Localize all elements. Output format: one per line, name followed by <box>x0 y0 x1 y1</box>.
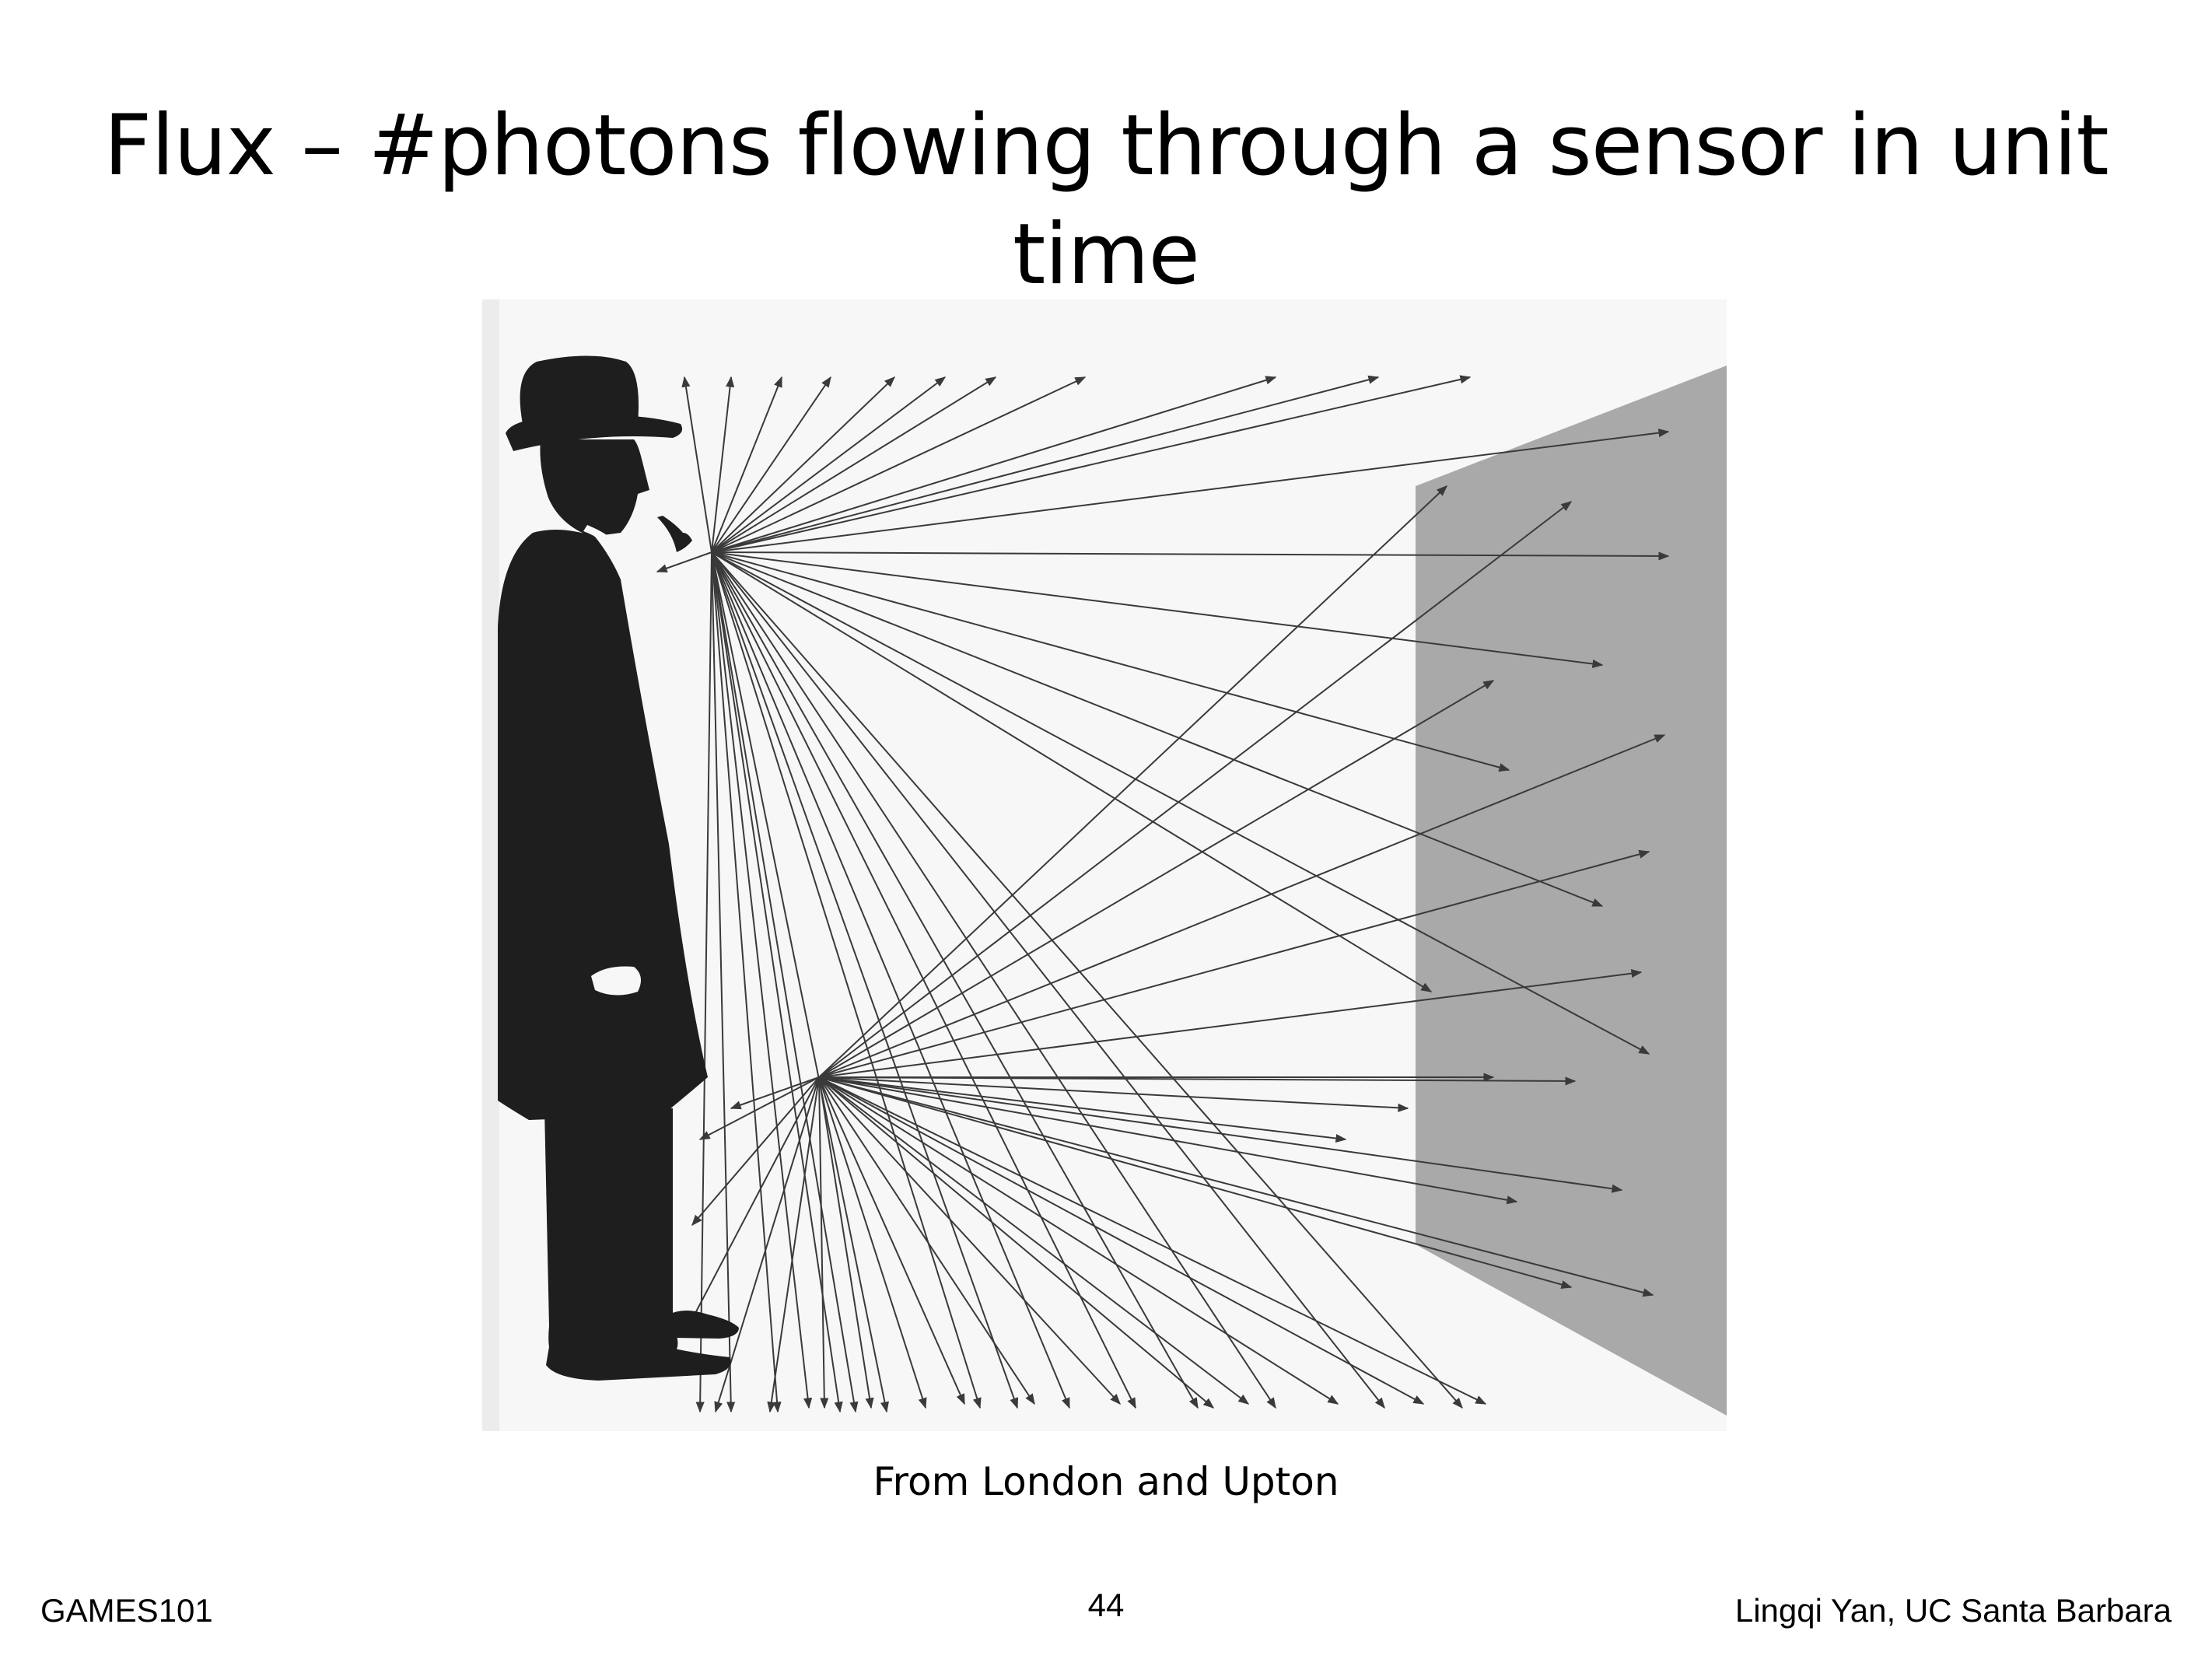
photon-flux-illustration <box>482 299 1727 1431</box>
light-ray <box>711 376 831 553</box>
light-ray <box>818 969 1643 1078</box>
light-ray <box>711 551 843 1413</box>
light-ray <box>711 551 1019 1409</box>
footer-page-number: 44 <box>1087 1587 1125 1623</box>
hat-crown <box>520 355 639 424</box>
light-ray <box>818 1076 1487 1405</box>
footer-course: GAMES101 <box>40 1592 213 1629</box>
light-ray <box>711 551 859 1413</box>
hand-highlight <box>591 966 641 996</box>
light-ray <box>818 1076 1409 1112</box>
light-ray <box>711 551 1604 668</box>
photo-left-strip <box>482 299 499 1431</box>
light-rays <box>656 375 1670 1413</box>
slide-title: Flux – #photons flowing through a sensor… <box>103 97 2109 303</box>
light-ray <box>711 551 1604 907</box>
pipe <box>657 516 692 552</box>
light-ray <box>711 551 782 1413</box>
light-ray <box>711 376 782 553</box>
light-ray <box>711 551 889 1413</box>
light-ray <box>711 551 1070 1409</box>
light-ray <box>711 375 1380 553</box>
light-ray <box>818 1076 965 1405</box>
light-ray <box>711 551 1385 1409</box>
man-silhouette <box>498 355 739 1381</box>
light-ray <box>711 376 735 553</box>
light-ray <box>711 551 1276 1409</box>
light-ray <box>818 1076 1654 1297</box>
light-ray <box>818 1076 829 1409</box>
light-ray <box>818 1076 927 1409</box>
coat <box>498 530 708 1120</box>
light-ray <box>698 1076 820 1140</box>
light-ray <box>818 1076 1623 1193</box>
light-ray <box>711 376 1087 553</box>
head <box>540 439 649 537</box>
collar-detail <box>583 525 618 550</box>
figure-caption: From London and Upton <box>873 1459 1339 1504</box>
light-ray <box>711 551 1463 1409</box>
light-ray <box>818 734 1666 1078</box>
light-ray <box>730 1076 820 1110</box>
light-ray <box>818 1076 1347 1143</box>
light-ray <box>818 849 1650 1078</box>
light-ray <box>711 376 1277 553</box>
light-ray <box>711 429 1670 553</box>
light-ray <box>711 551 1670 561</box>
light-ray <box>818 1076 1518 1205</box>
light-ray <box>818 1076 1573 1290</box>
light-ray <box>691 1076 820 1227</box>
light-ray <box>681 376 712 553</box>
light-ray <box>818 1076 1250 1405</box>
light-ray <box>656 551 712 573</box>
light-ray <box>818 1076 1425 1405</box>
light-ray <box>711 551 1510 772</box>
light-ray <box>711 551 1433 992</box>
light-ray <box>711 551 982 1409</box>
shoe-front <box>669 1311 739 1339</box>
light-ray <box>818 1076 1035 1405</box>
footer-author: Lingqi Yan, UC Santa Barbara <box>1734 1592 2172 1629</box>
light-ray <box>818 501 1573 1078</box>
light-ray <box>711 551 736 1413</box>
light-ray <box>711 551 1650 1055</box>
light-ray <box>711 376 947 553</box>
light-ray <box>818 485 1448 1078</box>
light-ray <box>818 1076 1121 1405</box>
sensor-plane <box>1416 366 1727 1416</box>
light-ray <box>767 1076 820 1413</box>
light-ray <box>711 551 813 1409</box>
light-ray <box>684 1076 820 1335</box>
light-ray <box>711 375 1472 553</box>
light-ray <box>818 1076 874 1409</box>
shoe-back <box>546 1336 731 1381</box>
light-ray <box>818 1076 1339 1405</box>
light-ray <box>695 551 712 1413</box>
light-ray <box>711 376 997 553</box>
legs <box>544 1108 678 1365</box>
light-ray <box>714 1076 820 1413</box>
light-ray <box>818 680 1495 1078</box>
light-ray <box>711 376 896 553</box>
light-ray <box>818 1076 1215 1409</box>
